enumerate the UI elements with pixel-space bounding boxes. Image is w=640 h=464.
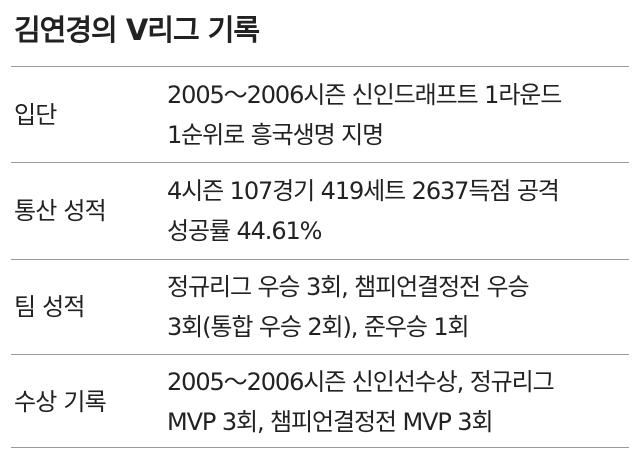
row-value-career-stats: 4시즌 107경기 419세트 2637득점 공격 성공률 44.61%: [167, 171, 629, 251]
value-line: 성공률 44.61%: [167, 217, 322, 245]
table-row-team-record: 팀 성적 정규리그 우승 3회, 챔피언결정전 우승 3회(통합 우승 2회),…: [11, 259, 629, 354]
value-line: 2005～2006시즌 신인드래프트 1라운드: [167, 80, 562, 109]
value-line: 3회(통합 우승 2회), 준우승 1회: [167, 313, 470, 341]
table-row-entry: 입단 2005～2006시즌 신인드래프트 1라운드 1순위로 흥국생명 지명: [11, 67, 629, 162]
row-value-entry: 2005～2006시즌 신인드래프트 1라운드 1순위로 흥국생명 지명: [167, 75, 629, 155]
row-value-awards: 2005～2006시즌 신인선수상, 정규리그 MVP 3회, 챔피언결정전 M…: [167, 362, 629, 442]
row-label-career-stats: 통산 성적: [14, 197, 107, 225]
record-table: 입단 2005～2006시즌 신인드래프트 1라운드 1순위로 흥국생명 지명 …: [11, 66, 629, 448]
page-title: 김연경의 V리그 기록: [14, 13, 260, 47]
row-label-entry: 입단: [14, 100, 57, 129]
value-line: 2005～2006시즌 신인선수상, 정규리그: [167, 367, 555, 396]
value-line: 4시즌 107경기 419세트 2637득점 공격: [167, 177, 560, 205]
value-line: MVP 3회, 챔피언결정전 MVP 3회: [167, 407, 494, 436]
value-line: 정규리그 우승 3회, 챔피언결정전 우승: [167, 273, 530, 301]
row-value-team-record: 정규리그 우승 3회, 챔피언결정전 우승 3회(통합 우승 2회), 준우승 …: [167, 267, 629, 347]
row-label-team-record: 팀 성적: [14, 293, 85, 321]
row-label-awards: 수상 기록: [14, 387, 107, 416]
table-row-career-stats: 통산 성적 4시즌 107경기 419세트 2637득점 공격 성공률 44.6…: [11, 162, 629, 259]
table-row-awards: 수상 기록 2005～2006시즌 신인선수상, 정규리그 MVP 3회, 챔피…: [11, 354, 629, 448]
value-line: 1순위로 흥국생명 지명: [167, 120, 384, 149]
